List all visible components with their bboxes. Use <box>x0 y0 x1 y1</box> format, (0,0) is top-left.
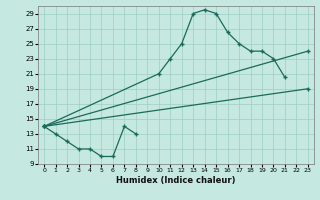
X-axis label: Humidex (Indice chaleur): Humidex (Indice chaleur) <box>116 176 236 185</box>
